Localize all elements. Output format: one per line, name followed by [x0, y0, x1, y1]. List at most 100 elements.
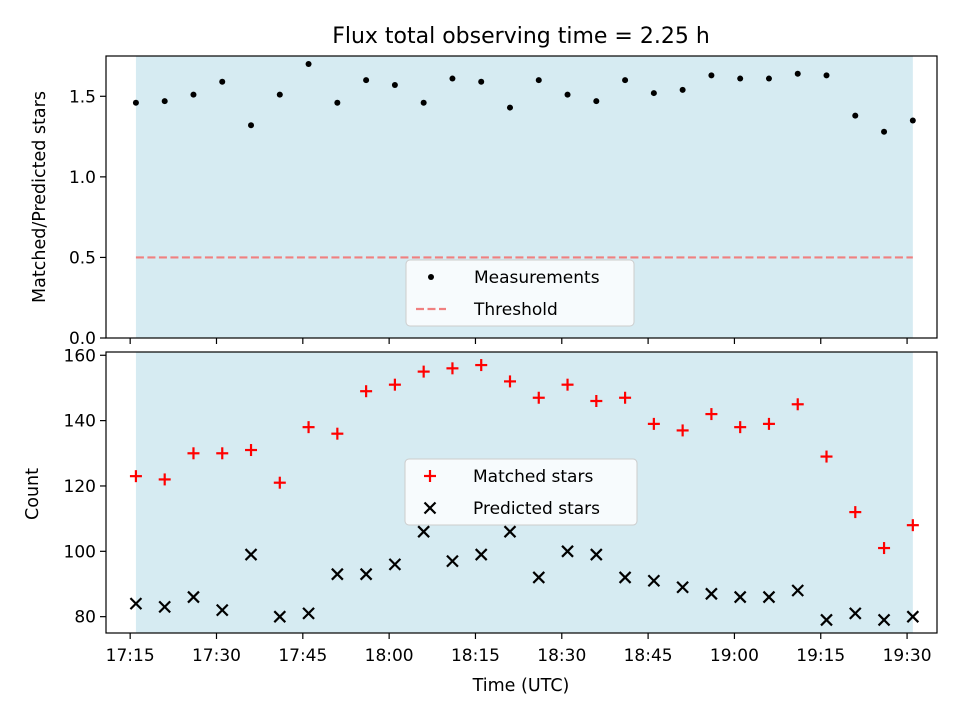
- data-point: [245, 444, 258, 457]
- data-point: [762, 590, 776, 604]
- data-point: [705, 587, 718, 601]
- data-point: [417, 365, 430, 378]
- top-y-axis-label: Matched/Predicted stars: [30, 91, 50, 303]
- x-b: [474, 548, 488, 561]
- x-b: [388, 558, 402, 571]
- data-point: [647, 417, 660, 430]
- data-point: [219, 78, 226, 85]
- x-b: [532, 571, 546, 584]
- data-point: [849, 506, 862, 519]
- legend-marker-predicted: [423, 501, 437, 515]
- data-point: [503, 525, 517, 538]
- y-tick-label: 120: [64, 477, 96, 497]
- legend-label: Matched stars: [473, 467, 593, 487]
- data-point: [590, 395, 603, 408]
- bottom-y-axis-label: Count: [23, 468, 43, 520]
- data-point: [302, 421, 315, 434]
- axes-frame: [105, 55, 938, 339]
- data-point: [446, 554, 459, 568]
- x-b: [503, 525, 517, 538]
- data-point: [190, 91, 197, 98]
- top-panel-ratio: 0.0 0.5 1.0 1.5 Measurements Threshold: [69, 55, 938, 349]
- data-point: [619, 391, 632, 404]
- x-b: [187, 590, 200, 604]
- data-point: [158, 600, 171, 614]
- series-measurements: [132, 61, 916, 135]
- data-point: [561, 378, 574, 391]
- data-point: [906, 610, 920, 623]
- data-point: [791, 584, 805, 597]
- data-point: [360, 385, 373, 398]
- x-b: [590, 548, 603, 561]
- y-tick-label: 160: [64, 346, 96, 366]
- x-b: [561, 545, 574, 558]
- data-point: [532, 391, 545, 404]
- data-point: [676, 424, 689, 437]
- data-point: [363, 77, 370, 84]
- data-point: [708, 72, 715, 79]
- data-point: [161, 98, 168, 105]
- data-point: [906, 519, 919, 532]
- data-point: [737, 75, 744, 82]
- data-point: [331, 427, 344, 440]
- data-point: [388, 558, 402, 571]
- data-point: [359, 567, 373, 581]
- x-b: [331, 567, 344, 581]
- data-point: [647, 574, 661, 587]
- y-tick-label: 0.0: [69, 329, 96, 349]
- x-b: [215, 603, 229, 617]
- data-point: [216, 447, 229, 460]
- legend: Measurements Threshold: [405, 259, 635, 327]
- x-tick-label: 18:15: [451, 646, 500, 666]
- data-point: [881, 128, 888, 135]
- x-tick-label: 17:30: [192, 646, 241, 666]
- x-b: [849, 607, 862, 620]
- x-b: [647, 574, 661, 587]
- bottom-panel-counts: 80 100 120 140 160 17:15 17:30 17:45 18:00 18:15 1…: [64, 346, 938, 666]
- data-point: [331, 567, 344, 581]
- x-tick-label: 17:45: [278, 646, 327, 666]
- data-point: [391, 82, 398, 89]
- x-b: [733, 590, 747, 604]
- x-b: [359, 567, 373, 581]
- x-tick-label: 17:15: [106, 646, 155, 666]
- data-point: [302, 607, 315, 620]
- data-point: [733, 590, 747, 604]
- x-tick-label: 18:30: [537, 646, 586, 666]
- data-point: [852, 112, 859, 119]
- x-tick-label: 19:30: [883, 646, 932, 666]
- x-b: [417, 525, 430, 538]
- data-point: [590, 548, 603, 561]
- data-point: [132, 99, 139, 106]
- data-point: [388, 378, 401, 391]
- data-point: [474, 548, 488, 561]
- data-point: [878, 542, 891, 555]
- x-b: [244, 548, 258, 561]
- data-point: [820, 613, 833, 627]
- data-point: [273, 610, 287, 623]
- data-point: [187, 590, 200, 604]
- x-b: [676, 580, 689, 594]
- x-b: [618, 571, 632, 584]
- x-b: [446, 554, 459, 568]
- data-point: [734, 421, 747, 434]
- y-tick-label: 0.5: [69, 248, 96, 268]
- legend-box: [405, 259, 635, 327]
- data-point: [475, 359, 488, 372]
- data-point: [762, 417, 775, 430]
- data-point: [849, 607, 862, 620]
- x-b: [129, 597, 143, 610]
- y-tick-label: 80: [74, 608, 96, 628]
- data-point: [791, 398, 804, 411]
- x-b: [705, 587, 718, 601]
- series-predicted-stars: [129, 525, 920, 627]
- legend-marker-matched: [424, 470, 436, 482]
- legend-box: [404, 458, 638, 526]
- x-axis-label: Time (UTC): [472, 676, 570, 696]
- x-tick-label: 19:15: [796, 646, 845, 666]
- y-tick-label: 1.5: [69, 87, 96, 107]
- data-point: [305, 61, 312, 68]
- data-point: [334, 99, 341, 106]
- data-point: [823, 72, 830, 79]
